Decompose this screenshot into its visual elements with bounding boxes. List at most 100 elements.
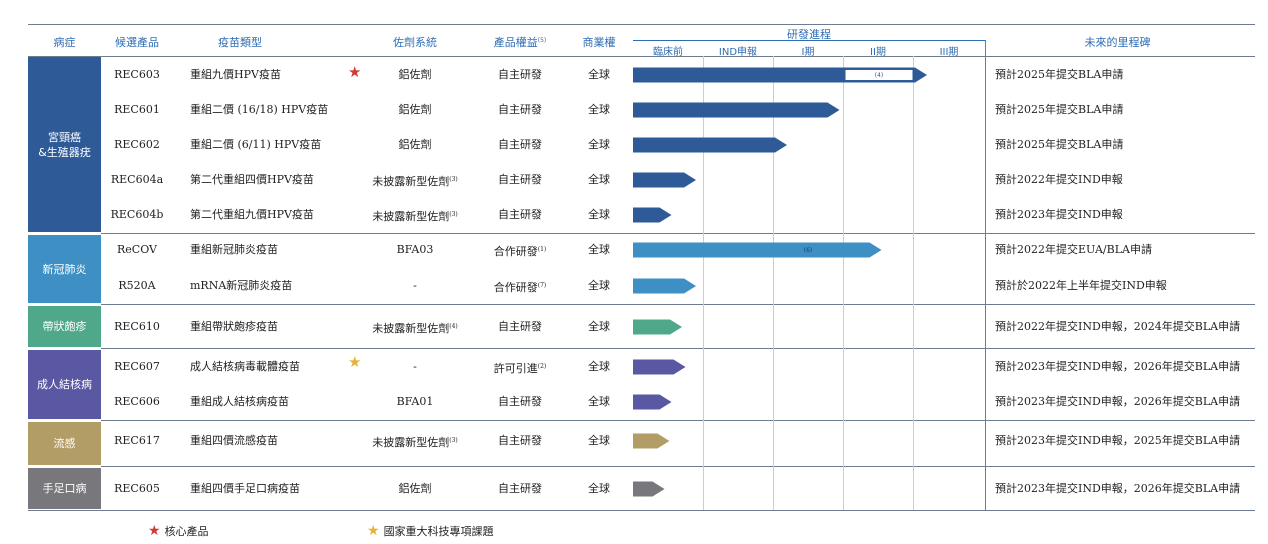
milestone: 預計2025年提交BLA申請 [995, 138, 1124, 151]
progress-bar-REC610 [633, 319, 682, 335]
product-rights: 自主研發 [475, 103, 565, 117]
product-rights: 合作研發(7) [475, 279, 565, 295]
progress-header-rule [633, 40, 985, 41]
header-vaccine-type: 疫苗類型 [218, 36, 262, 49]
milestone: 預計2022年提交IND申報，2024年提交BLA申請 [995, 320, 1241, 333]
adjuvant-label: 未披露新型佐劑 [372, 175, 450, 188]
product-rights-label: 自主研發 [498, 208, 542, 221]
milestone: 預計2025年提交BLA申請 [995, 68, 1124, 81]
national-project-star-icon: ★ [348, 353, 362, 371]
product-rights-label: 自主研發 [498, 482, 542, 495]
progress-bar-REC601 [633, 102, 840, 118]
group-divider [101, 420, 1255, 421]
product-rights-note: (1) [537, 246, 547, 253]
legend-national: ★ 國家重大科技專項課題 [367, 523, 494, 539]
product-rights-label: 自主研發 [498, 173, 542, 186]
disease-label: 成人結核病 [37, 378, 92, 391]
adjuvant-label: 未披露新型佐劑 [372, 322, 450, 335]
group-divider [101, 348, 1255, 349]
adjuvant-label: 鋁佐劑 [398, 103, 432, 116]
legend-national-label: 國家重大科技專項課題 [383, 525, 494, 538]
progress-bar-REC606 [633, 394, 672, 410]
adjuvant: 未披露新型佐劑(3) [345, 173, 485, 189]
candidate-code: REC605 [114, 482, 160, 495]
product-rights: 自主研發 [475, 138, 565, 152]
vaccine-type: 第二代重組四價HPV疫苗 [190, 173, 314, 186]
commercial-rights: 全球 [588, 103, 610, 116]
adjuvant: 未披露新型佐劑(4) [345, 320, 485, 336]
national-star-icon: ★ [367, 523, 380, 539]
disease-label: 手足口病 [42, 482, 87, 495]
core-star-icon: ★ [148, 523, 161, 539]
vaccine-type: 重組九價HPV疫苗 [190, 68, 281, 81]
adjuvant: - [345, 279, 485, 293]
product-rights: 自主研發 [475, 320, 565, 334]
adjuvant-note: (3) [449, 211, 458, 218]
product-rights-label: 自主研發 [498, 320, 542, 333]
disease-tb: 成人結核病 [28, 350, 101, 419]
product-rights: 許可引進(2) [475, 360, 565, 376]
vaccine-type: 重組成人結核病疫苗 [190, 395, 289, 408]
progress-bar-REC604a [633, 172, 696, 188]
adjuvant-label: 鋁佐劑 [398, 68, 432, 81]
milestone: 預計2023年提交IND申報 [995, 208, 1123, 221]
commercial-rights: 全球 [588, 395, 610, 408]
product-rights-label: 自主研發 [498, 395, 542, 408]
candidate-code: REC604b [110, 208, 164, 221]
vaccine-type: 第二代重組九價HPV疫苗 [190, 208, 314, 221]
vaccine-type: 重組二價 (6/11) HPV疫苗 [190, 138, 322, 151]
progress-bar-REC617 [633, 433, 670, 449]
vaccine-type: 重組四價手足口病疫苗 [190, 482, 300, 495]
product-rights-label: 自主研發 [498, 68, 542, 81]
vaccine-type: mRNA新冠肺炎疫苗 [190, 279, 293, 292]
disease-zoster: 帶狀皰疹 [28, 306, 101, 347]
milestone: 預計2022年提交EUA/BLA申請 [995, 243, 1152, 256]
header-progress: 研發進程 [787, 28, 831, 41]
product-rights-label: 合作研發 [493, 281, 538, 294]
adjuvant: 鋁佐劑 [345, 103, 485, 117]
header-product-rights-label: 產品權益 [493, 36, 538, 49]
candidate-code: REC603 [114, 68, 160, 81]
header-product-rights: 產品權益(5) [475, 34, 565, 50]
commercial-rights: 全球 [588, 243, 610, 256]
vaccine-type: 成人結核病毒載體疫苗 [190, 360, 300, 373]
candidate-code: REC604a [110, 173, 164, 186]
adjuvant: 未披露新型佐劑(3) [345, 208, 485, 224]
progress-bar-REC602 [633, 137, 787, 153]
product-rights-label: 自主研發 [498, 434, 542, 447]
vaccine-type: 重組二價 (16/18) HPV疫苗 [190, 103, 329, 116]
commercial-rights: 全球 [588, 434, 610, 447]
table-bottom-rule [28, 510, 1255, 511]
stage-preclinical: 臨床前 [653, 47, 683, 58]
adjuvant: 鋁佐劑 [345, 138, 485, 152]
adjuvant-label: 未披露新型佐劑 [372, 210, 450, 223]
progress-bar-R520A [633, 278, 696, 294]
product-rights: 自主研發 [475, 208, 565, 222]
disease-covid: 新冠肺炎 [28, 235, 101, 303]
header-commercial-rights: 商業權 [582, 36, 616, 49]
candidate-code: REC606 [114, 395, 160, 408]
candidate-code: REC607 [114, 360, 160, 373]
group-divider [101, 233, 1255, 234]
header-bottom-rule [28, 56, 1255, 57]
adjuvant-label: 鋁佐劑 [398, 138, 432, 151]
stage-gridline [703, 56, 704, 510]
disease-label: 宮頸癌 &生殖器疣 [38, 130, 91, 159]
candidate-code: REC610 [114, 320, 160, 333]
stage-gridline [913, 56, 914, 510]
milestone: 預計2023年提交IND申報，2026年提交BLA申請 [995, 482, 1241, 495]
header-candidate: 候選產品 [115, 36, 159, 49]
adjuvant-label: BFA03 [396, 243, 434, 256]
disease-hfmd: 手足口病 [28, 468, 101, 509]
milestone: 預計2022年提交IND申報 [995, 173, 1123, 186]
adjuvant-label: - [413, 360, 417, 373]
stage-phase2: II期 [870, 47, 886, 58]
progress-bar-REC605 [633, 481, 665, 497]
bar-note-label: (4) [875, 72, 884, 79]
vaccine-type: 重組四價流感疫苗 [190, 434, 278, 447]
progress-bar-REC604b [633, 207, 672, 223]
commercial-rights: 全球 [588, 208, 610, 221]
adjuvant: - [345, 360, 485, 374]
group-divider [101, 466, 1255, 467]
